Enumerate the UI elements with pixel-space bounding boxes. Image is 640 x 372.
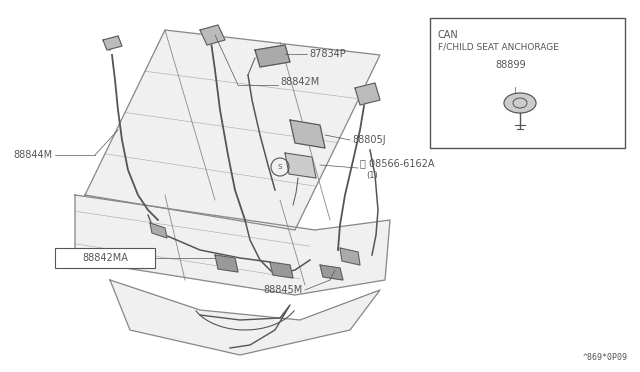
Text: S: S [278, 164, 282, 170]
Polygon shape [85, 30, 380, 230]
Polygon shape [355, 83, 380, 105]
Polygon shape [340, 248, 360, 265]
Text: 87834P: 87834P [309, 49, 346, 59]
Polygon shape [103, 36, 122, 50]
Text: 88842MA: 88842MA [82, 253, 128, 263]
Text: ^869*0P09: ^869*0P09 [583, 353, 628, 362]
Polygon shape [270, 262, 293, 278]
Text: 88842M: 88842M [280, 77, 319, 87]
Polygon shape [150, 223, 167, 238]
Bar [430, 18, 625, 148]
Ellipse shape [504, 93, 536, 113]
Polygon shape [290, 120, 325, 148]
Text: 88844M: 88844M [14, 150, 53, 160]
Polygon shape [320, 265, 343, 280]
Bar [55, 248, 155, 268]
Polygon shape [110, 280, 380, 355]
Polygon shape [285, 153, 316, 178]
Text: 88845M: 88845M [264, 285, 303, 295]
Text: F/CHILD SEAT ANCHORAGE: F/CHILD SEAT ANCHORAGE [438, 42, 559, 51]
Polygon shape [255, 45, 290, 67]
Polygon shape [215, 255, 238, 272]
Text: 88805J: 88805J [352, 135, 386, 145]
Text: (1): (1) [366, 170, 378, 180]
Polygon shape [200, 25, 225, 45]
Text: CAN: CAN [438, 30, 459, 40]
Text: 88899: 88899 [495, 60, 525, 70]
Polygon shape [75, 195, 390, 295]
Text: Ⓢ 08566-6162A: Ⓢ 08566-6162A [360, 158, 435, 168]
